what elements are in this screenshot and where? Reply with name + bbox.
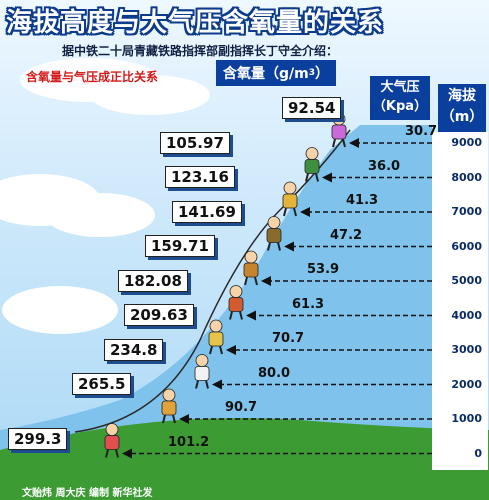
oxygen-value: 105.97 — [160, 131, 230, 154]
pressure-value: 30.7 — [405, 124, 438, 139]
oxygen-value: 182.08 — [118, 269, 188, 292]
altitude-scale: 9000 8000 7000 6000 5000 4000 3000 2000 1000 0 — [432, 132, 488, 470]
pressure-arrow-head — [261, 276, 271, 286]
climber-figure — [194, 354, 210, 389]
pressure-arrow-head — [179, 414, 189, 424]
oxygen-value: 123.16 — [165, 166, 235, 188]
pressure-value: 61.3 — [292, 296, 325, 312]
altitude-label: 4000 — [451, 308, 482, 322]
altitude-label: 1000 — [451, 412, 482, 425]
pressure-arrows — [122, 138, 432, 459]
climber-figure — [243, 250, 259, 286]
altitude-label: 0 — [474, 446, 482, 460]
altitude-label: 8000 — [451, 170, 482, 184]
oxygen-value: 299.3 — [8, 427, 68, 450]
subtitle: 据中铁二十局青藏铁路指挥部副指挥长丁守全介绍： — [62, 44, 339, 58]
pressure-arrow-head — [322, 172, 332, 183]
cloud — [45, 193, 155, 237]
pressure-value: 90.7 — [225, 400, 258, 415]
mountain-slope — [0, 125, 432, 500]
page-title: 海拔高度与大气压含氧量的关系 — [6, 8, 385, 38]
altitude-header-label: 海拔 — [448, 88, 476, 104]
relation-note: 含氧量与气压成正比关系 — [26, 70, 159, 84]
pressure-value: 80.0 — [258, 365, 291, 381]
climb-path — [74, 129, 351, 433]
pressure-value: 101.2 — [168, 434, 210, 450]
pressure-arrow-head — [300, 207, 310, 217]
pressure-arrow-head — [246, 310, 256, 321]
oxygen-value: 234.8 — [104, 338, 164, 361]
credit-text: 文贻炜 周大庆 编制 新华社发 — [22, 488, 153, 499]
climber-figure — [104, 423, 120, 458]
cloud — [2, 286, 118, 334]
altitude-label: 2000 — [451, 377, 482, 391]
oxygen-header-exponent: 3 — [308, 68, 315, 78]
altitude-label: 9000 — [451, 136, 482, 149]
climber-figure — [228, 285, 244, 320]
altitude-label: 6000 — [451, 239, 482, 253]
altitude-header: 海拔 （m） — [438, 84, 486, 132]
pressure-header-label: 大气压 — [380, 80, 420, 95]
pressure-arrow-head — [284, 241, 294, 252]
climber-figure — [208, 319, 224, 355]
oxygen-value: 141.69 — [172, 200, 242, 223]
pressure-arrow-head — [212, 379, 222, 390]
pressure-arrow-head — [226, 345, 236, 355]
pressure-header-unit: （Kpa） — [372, 99, 428, 114]
cloud — [90, 75, 210, 115]
oxygen-header: 含氧量（g/m 3） — [216, 60, 336, 86]
oxygen-value: 209.63 — [124, 304, 194, 326]
pressure-value: 53.9 — [307, 262, 340, 277]
pressure-value: 47.2 — [330, 227, 363, 243]
oxygen-value: 265.5 — [72, 373, 132, 395]
pressure-arrow-head — [122, 448, 132, 459]
altitude-label: 7000 — [451, 205, 482, 218]
pressure-value: 36.0 — [368, 158, 401, 174]
altitude-label: 3000 — [451, 343, 482, 356]
altitude-label: 5000 — [451, 274, 482, 287]
oxygen-header-close: ） — [315, 66, 329, 82]
oxygen-value: 159.71 — [145, 235, 215, 257]
pressure-value: 70.7 — [272, 331, 305, 346]
pressure-arrow-head — [349, 138, 359, 148]
climber-figure — [304, 147, 320, 182]
oxygen-header-label: 含氧量（g/m — [223, 66, 309, 82]
pressure-header: 大气压 （Kpa） — [370, 76, 430, 120]
climber-figure — [161, 388, 177, 424]
pressure-value: 41.3 — [346, 193, 379, 208]
ground — [0, 418, 489, 500]
credit-bar: 文贻炜 周大庆 编制 新华社发 — [0, 480, 489, 500]
altitude-header-unit: （m） — [440, 109, 484, 125]
climber-figure — [282, 181, 298, 217]
climber-figure — [266, 216, 282, 251]
oxygen-value: 92.54 — [282, 97, 342, 119]
